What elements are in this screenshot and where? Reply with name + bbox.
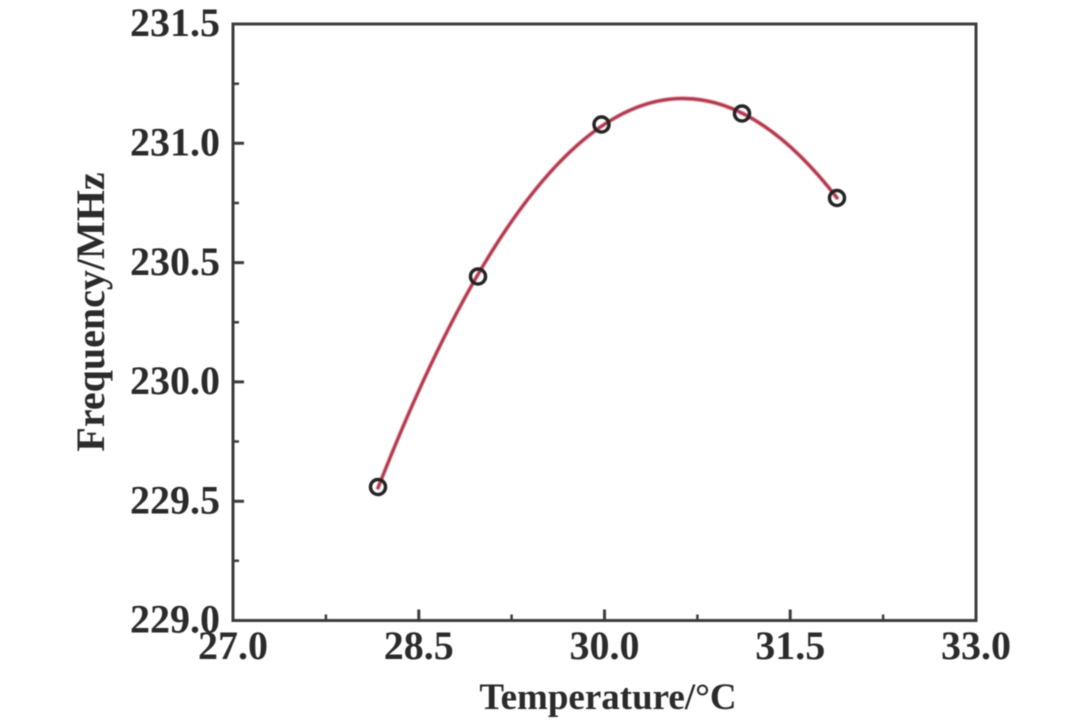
svg-text:30.0: 30.0 bbox=[570, 623, 640, 668]
svg-text:33.0: 33.0 bbox=[941, 623, 1011, 668]
svg-text:231.0: 231.0 bbox=[130, 120, 220, 165]
svg-text:230.0: 230.0 bbox=[130, 358, 220, 403]
svg-text:231.5: 231.5 bbox=[130, 0, 220, 45]
svg-text:28.5: 28.5 bbox=[384, 623, 454, 668]
svg-text:229.5: 229.5 bbox=[130, 477, 220, 522]
svg-text:229.0: 229.0 bbox=[130, 597, 220, 642]
svg-text:230.5: 230.5 bbox=[130, 239, 220, 284]
svg-text:Frequency/MHz: Frequency/MHz bbox=[68, 172, 113, 451]
svg-text:27.0: 27.0 bbox=[198, 623, 268, 668]
svg-text:31.5: 31.5 bbox=[755, 623, 825, 668]
svg-text:Temperature/°C: Temperature/°C bbox=[479, 677, 736, 718]
